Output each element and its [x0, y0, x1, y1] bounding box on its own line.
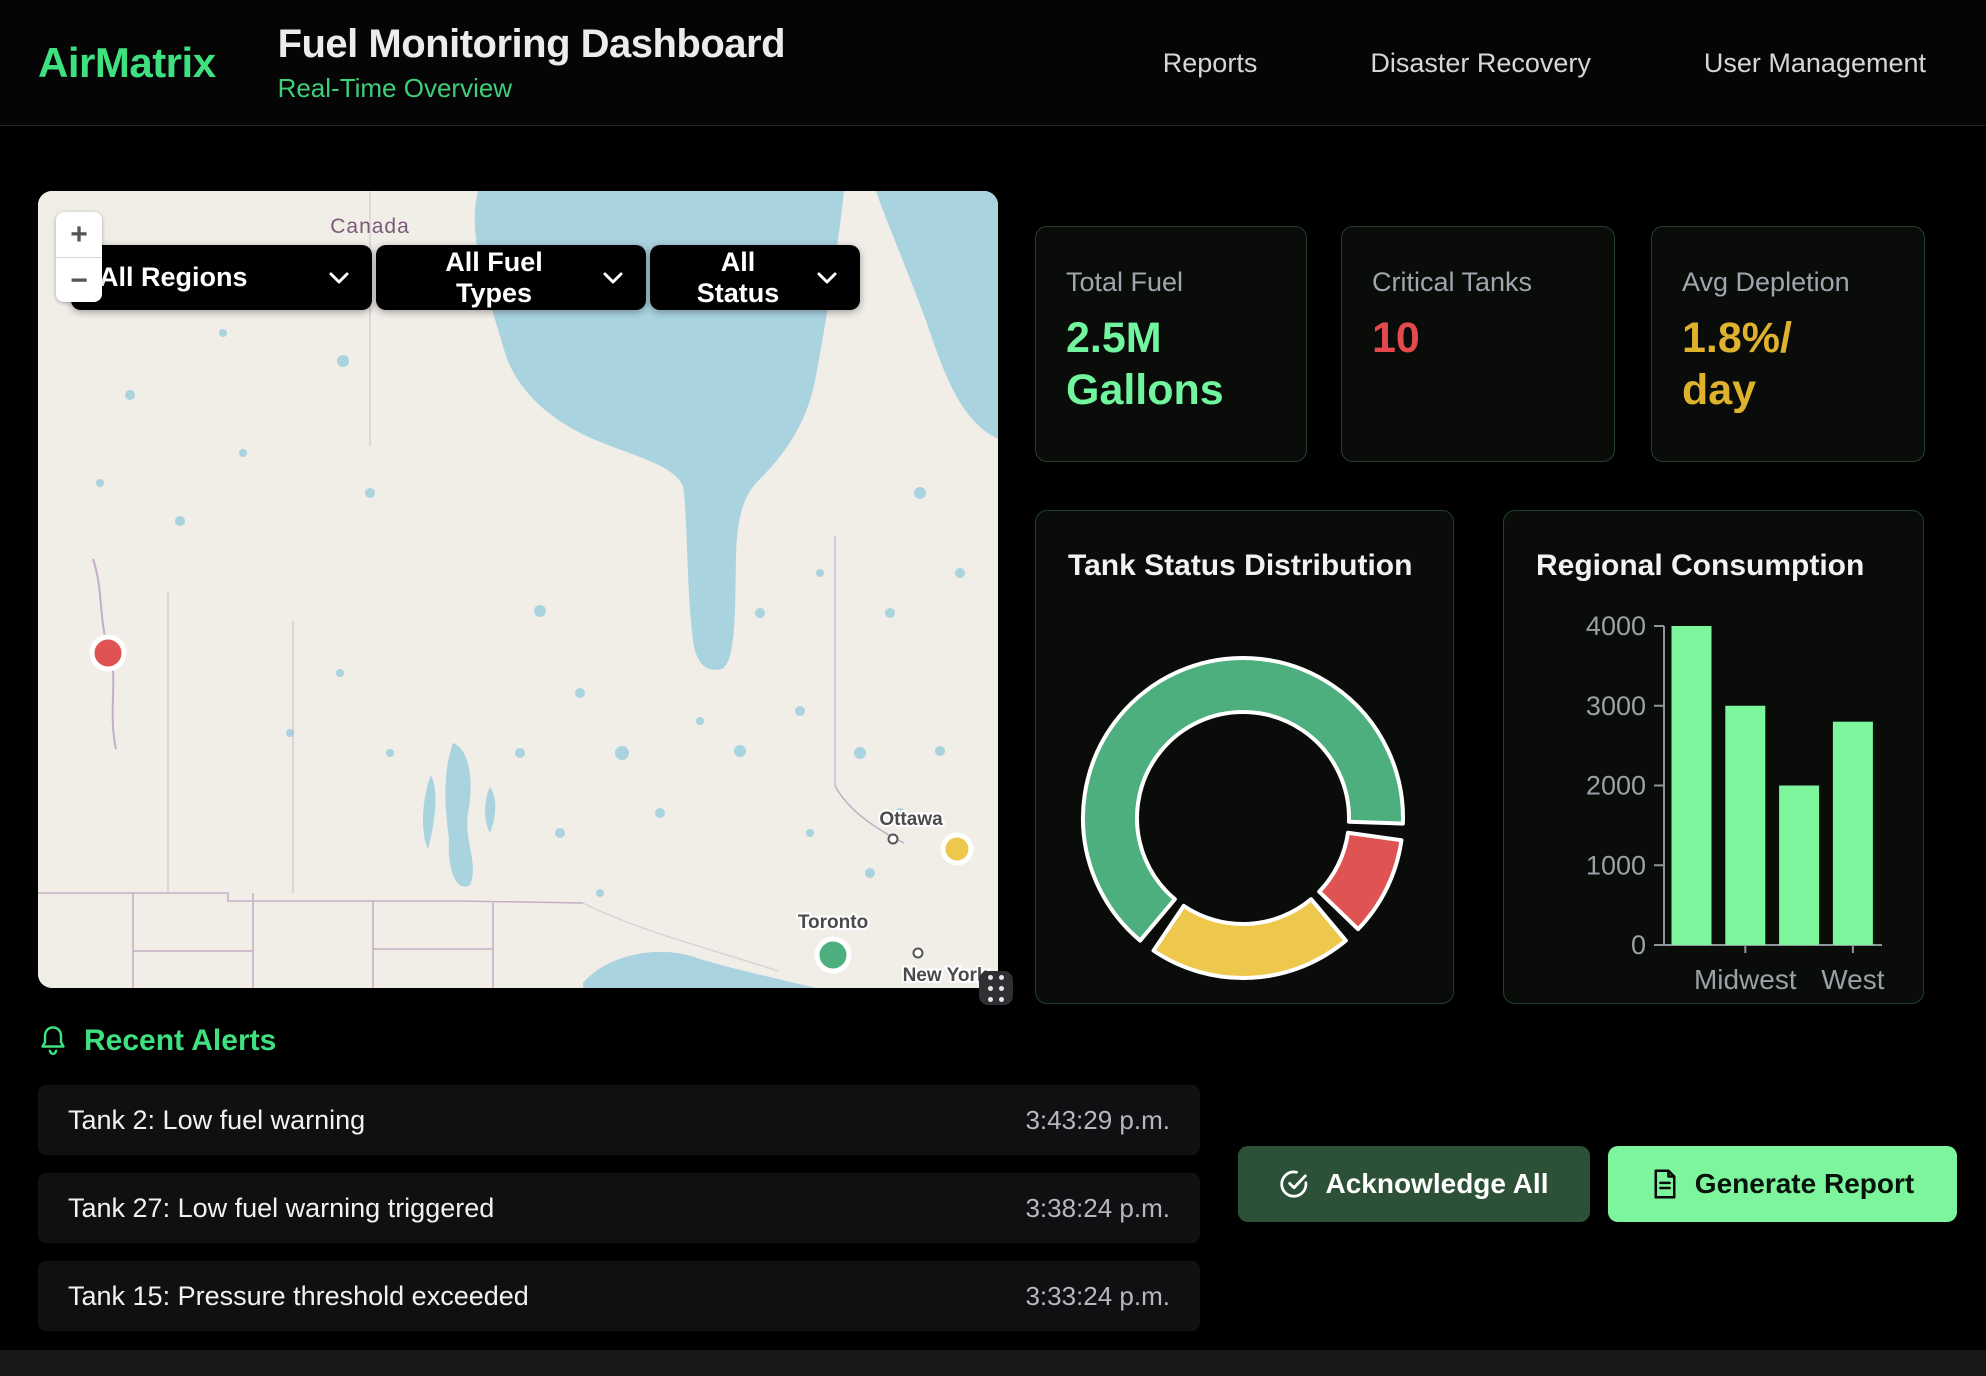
tank-status-title: Tank Status Distribution [1068, 549, 1413, 582]
alert-timestamp: 3:43:29 p.m. [1025, 1104, 1170, 1135]
regional-consumption-bar-chart: 0 1000 2000 3000 4000 Midwest West [1586, 611, 1885, 995]
chevron-down-icon [329, 272, 349, 283]
filter-dropdown-all-regions[interactable]: All Regions [71, 245, 372, 310]
bottom-strip [0, 1350, 1986, 1376]
nav-item-user-management[interactable]: User Management [1703, 47, 1926, 78]
bar-region-0[interactable] [1671, 626, 1712, 945]
main-nav: Reports Disaster Recovery User Management [1163, 0, 1926, 126]
map-canvas[interactable]: Canada Ottawa Toronto New York [38, 191, 998, 988]
stat-value: 1.8%/day [1682, 314, 1792, 415]
stat-card-avg-depletion: Avg Depletion 1.8%/day [1651, 226, 1925, 462]
map-zoom-out-button[interactable]: − [70, 263, 88, 297]
stat-card-critical-tanks: Critical Tanks 10 [1341, 226, 1615, 462]
donut-segment-green-normal[interactable] [1081, 656, 1405, 943]
map-water [96, 191, 998, 988]
y-tick-label: 0 [1631, 930, 1646, 960]
stat-value: 2.5M Gallons [1066, 314, 1224, 415]
alert-text: Tank 27: Low fuel warning triggered [68, 1192, 495, 1223]
map-resize-grip[interactable] [979, 971, 1013, 1005]
map-label-canada: Canada [330, 215, 410, 238]
x-tick-label: Midwest [1694, 964, 1797, 995]
generate-report-label: Generate Report [1694, 1168, 1915, 1199]
bar-region-2[interactable] [1779, 785, 1820, 946]
acknowledge-all-button[interactable]: Acknowledge All [1238, 1146, 1590, 1222]
x-tick-label: West [1821, 964, 1884, 995]
stat-value: 10 [1372, 314, 1420, 362]
page-title: Fuel Monitoring Dashboard [277, 21, 786, 66]
app-logo: AirMatrix [38, 38, 216, 86]
stat-label: Critical Tanks [1372, 267, 1533, 297]
report-file-icon [1654, 1169, 1676, 1199]
filter-label: All Regions [99, 262, 248, 292]
filter-label: All Fuel Types [445, 246, 543, 308]
map-label-ottawa: Ottawa [879, 809, 943, 830]
map-zoom-in-button[interactable]: + [70, 217, 88, 251]
stat-label: Avg Depletion [1682, 267, 1850, 297]
stat-card-total-fuel: Total Fuel 2.5M Gallons [1035, 226, 1307, 462]
tank-marker-normal[interactable] [814, 936, 852, 974]
filter-dropdown-all-status[interactable]: All Status [650, 245, 860, 310]
tank-status-card: Tank Status Distribution [1035, 510, 1454, 1004]
tank-marker-warning[interactable] [940, 832, 974, 866]
app-header: AirMatrix Fuel Monitoring Dashboard Real… [0, 0, 1986, 126]
map-status-markers [89, 634, 974, 974]
y-tick-label: 2000 [1586, 771, 1646, 801]
page-subtitle: Real-Time Overview [277, 72, 513, 103]
alert-timestamp: 3:33:24 p.m. [1025, 1280, 1170, 1311]
y-tick-label: 1000 [1586, 850, 1646, 880]
tank-marker-critical[interactable] [89, 634, 127, 672]
tank-status-donut-chart [1081, 656, 1405, 980]
regional-consumption-card: Regional Consumption 0 1000 2000 3000 4000 Mi… [1503, 510, 1924, 1004]
regional-consumption-title: Regional Consumption [1536, 549, 1865, 582]
nav-item-disaster-recovery[interactable]: Disaster Recovery [1370, 47, 1591, 78]
alert-row-1: Tank 27: Low fuel warning triggered 3:38:… [38, 1173, 1200, 1243]
alerts-header: Recent Alerts [38, 1024, 276, 1058]
bar-Midwest[interactable] [1725, 705, 1766, 945]
y-tick-label: 3000 [1586, 691, 1646, 721]
map-panel[interactable]: Canada Ottawa Toronto New York + − All Regi… [38, 191, 998, 988]
alert-timestamp: 3:38:24 p.m. [1025, 1192, 1170, 1223]
filter-label: All Status [696, 246, 780, 308]
alert-text: Tank 15: Pressure threshold exceeded [68, 1280, 529, 1311]
zoom-divider [56, 257, 102, 258]
alert-text: Tank 2: Low fuel warning [68, 1104, 366, 1135]
map-zoom-control: + − [56, 212, 102, 302]
map-labels: Canada Ottawa Toronto New York [330, 215, 990, 988]
y-tick-label: 4000 [1586, 611, 1646, 641]
donut-segment-yellow-warning[interactable] [1151, 897, 1348, 980]
alert-row-2: Tank 15: Pressure threshold exceeded 3:33… [38, 1261, 1200, 1331]
alert-row-0: Tank 2: Low fuel warning 3:43:29 p.m. [38, 1085, 1200, 1155]
alerts-title: Recent Alerts [84, 1024, 277, 1057]
donut-segment-red-critical[interactable] [1317, 830, 1404, 932]
title-block: Fuel Monitoring Dashboard Real-Time Over… [277, 21, 786, 104]
check-circle-icon [1280, 1170, 1308, 1198]
nav-item-reports[interactable]: Reports [1162, 47, 1258, 78]
stat-label: Total Fuel [1066, 267, 1184, 297]
bell-icon [41, 1026, 65, 1056]
bar-West[interactable] [1832, 721, 1873, 945]
map-label-toronto: Toronto [798, 912, 868, 933]
map-label-new-york: New York [903, 965, 988, 986]
acknowledge-all-label: Acknowledge All [1325, 1168, 1549, 1199]
chevron-down-icon [603, 272, 623, 283]
filter-dropdown-all-fuel-types[interactable]: All Fuel Types [376, 245, 646, 310]
generate-report-button[interactable]: Generate Report [1608, 1146, 1957, 1222]
chevron-down-icon [817, 272, 837, 283]
